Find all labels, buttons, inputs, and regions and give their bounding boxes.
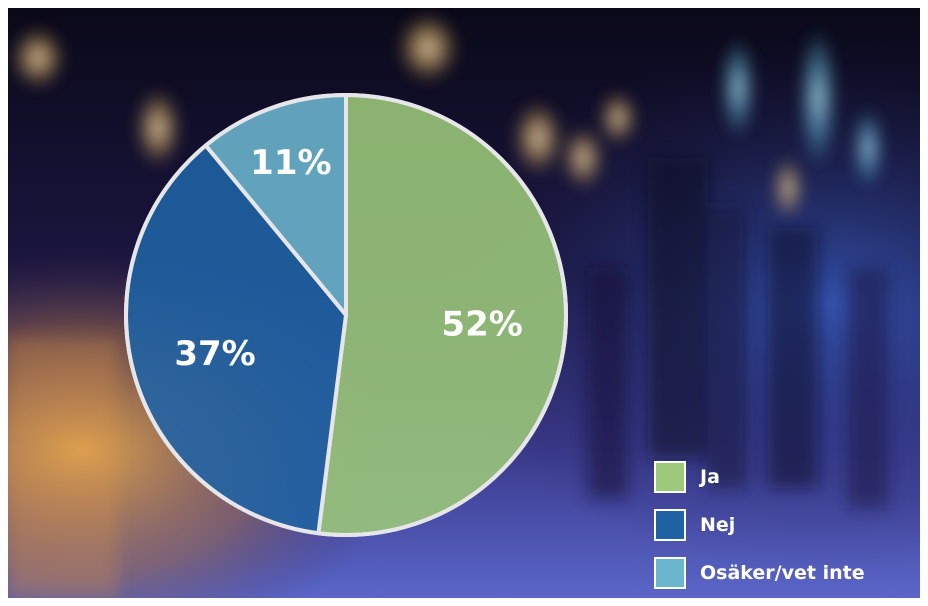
legend-label-ja: Ja	[700, 466, 720, 488]
pie-label-nej: 37%	[174, 334, 255, 374]
legend-item-osaker: Osäker/vet inte	[654, 549, 865, 597]
chart-figure: 52% 37% 11% Ja Nej Osäker/vet inte	[8, 8, 920, 598]
legend-label-osaker: Osäker/vet inte	[700, 562, 865, 584]
legend: Ja Nej Osäker/vet inte	[654, 453, 865, 597]
legend-swatch-nej	[654, 509, 686, 541]
pie-label-ja: 52%	[441, 305, 522, 345]
pie-chart: 52% 37% 11%	[124, 93, 568, 537]
legend-swatch-ja	[654, 461, 686, 493]
legend-swatch-osaker	[654, 557, 686, 589]
pie-label-os-ker-vet-inte: 11%	[250, 143, 331, 183]
pie-outline	[124, 93, 568, 537]
legend-label-nej: Nej	[700, 514, 736, 536]
legend-item-ja: Ja	[654, 453, 865, 501]
legend-item-nej: Nej	[654, 501, 865, 549]
